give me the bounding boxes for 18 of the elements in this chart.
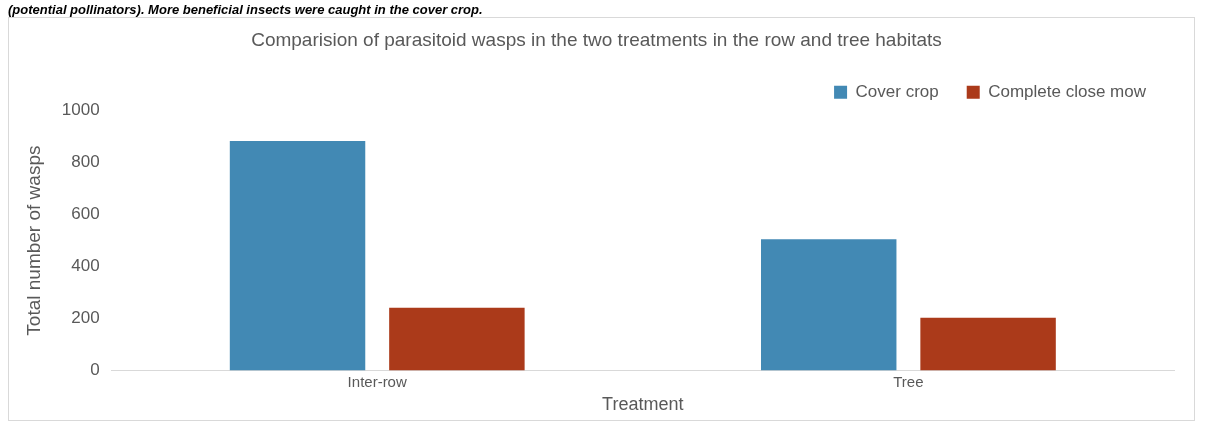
- text: (potential pollinators). More beneficial insects were caught in the cover crop.: [8, 2, 484, 17]
- y-tick-label: 0: [90, 360, 100, 380]
- y-axis-title: Total number of wasps: [22, 145, 44, 336]
- legend-label: Cover crop: [855, 81, 939, 101]
- bar: [229, 140, 366, 371]
- bar: [389, 307, 525, 371]
- y-tick-label: 1000: [61, 100, 100, 120]
- y-tick-label: 400: [71, 256, 100, 276]
- y-tick-label: 800: [71, 152, 100, 172]
- y-tick-label: 600: [71, 204, 100, 224]
- bar: [920, 317, 1056, 371]
- legend-label: Complete close mow: [988, 81, 1147, 101]
- chart-title: Comparision of parasitoid wasps in the two treatments in the row and tree habitats: [251, 28, 942, 50]
- y-tick-label: 200: [71, 308, 100, 328]
- x-tick-label: Tree: [893, 372, 924, 390]
- x-tick-label: Inter-row: [347, 372, 407, 390]
- bar: [761, 239, 897, 371]
- x-axis-title: Treatment: [602, 394, 684, 415]
